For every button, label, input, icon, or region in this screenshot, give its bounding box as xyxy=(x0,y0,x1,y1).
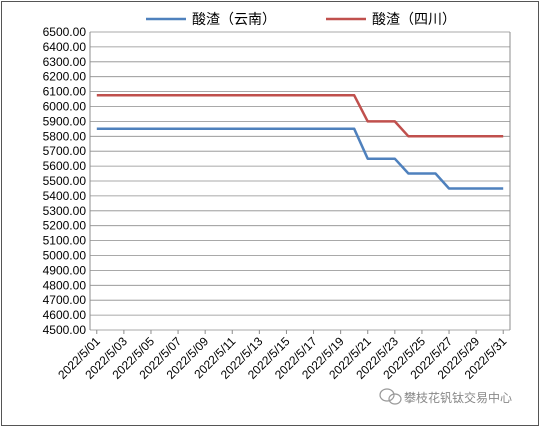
y-tick-label: 4600.00 xyxy=(43,308,87,322)
y-tick-label: 5100.00 xyxy=(43,234,87,248)
y-tick-label: 4800.00 xyxy=(43,278,87,292)
watermark-text: 攀枝花钒钛交易中心 xyxy=(404,390,512,405)
y-tick-label: 6400.00 xyxy=(43,40,87,54)
y-tick-label: 5000.00 xyxy=(43,249,87,263)
y-tick-label: 4500.00 xyxy=(43,323,87,337)
y-tick-label: 5500.00 xyxy=(43,174,87,188)
wechat-icon xyxy=(379,388,402,405)
y-tick-label: 4700.00 xyxy=(43,293,87,307)
legend: 酸渣（云南） 酸渣（四川） xyxy=(146,11,456,27)
y-tick-label: 5800.00 xyxy=(43,129,87,143)
y-tick-label: 5700.00 xyxy=(43,144,87,158)
y-tick-label: 6500.00 xyxy=(43,25,87,39)
y-tick-label: 6000.00 xyxy=(43,100,87,114)
gridlines xyxy=(89,31,511,331)
y-tick-label: 6200.00 xyxy=(43,70,87,84)
y-tick-label: 4900.00 xyxy=(43,263,87,277)
watermark: 攀枝花钒钛交易中心 xyxy=(379,388,512,405)
legend-label: 酸渣（云南） xyxy=(192,11,276,27)
series-line-1 xyxy=(96,94,504,138)
y-tick-label: 5200.00 xyxy=(43,219,87,233)
y-axis-ticks: 4500.004600.004700.004800.004900.005000.… xyxy=(43,25,87,337)
series-line-0 xyxy=(96,127,504,190)
y-tick-label: 6300.00 xyxy=(43,55,87,69)
y-tick-label: 5400.00 xyxy=(43,189,87,203)
legend-label: 酸渣（四川） xyxy=(372,11,456,27)
y-tick-label: 5900.00 xyxy=(43,114,87,128)
y-tick-label: 6100.00 xyxy=(43,85,87,99)
y-tick-label: 5300.00 xyxy=(43,204,87,218)
series-lines xyxy=(96,94,504,190)
y-tick-label: 5600.00 xyxy=(43,159,87,173)
